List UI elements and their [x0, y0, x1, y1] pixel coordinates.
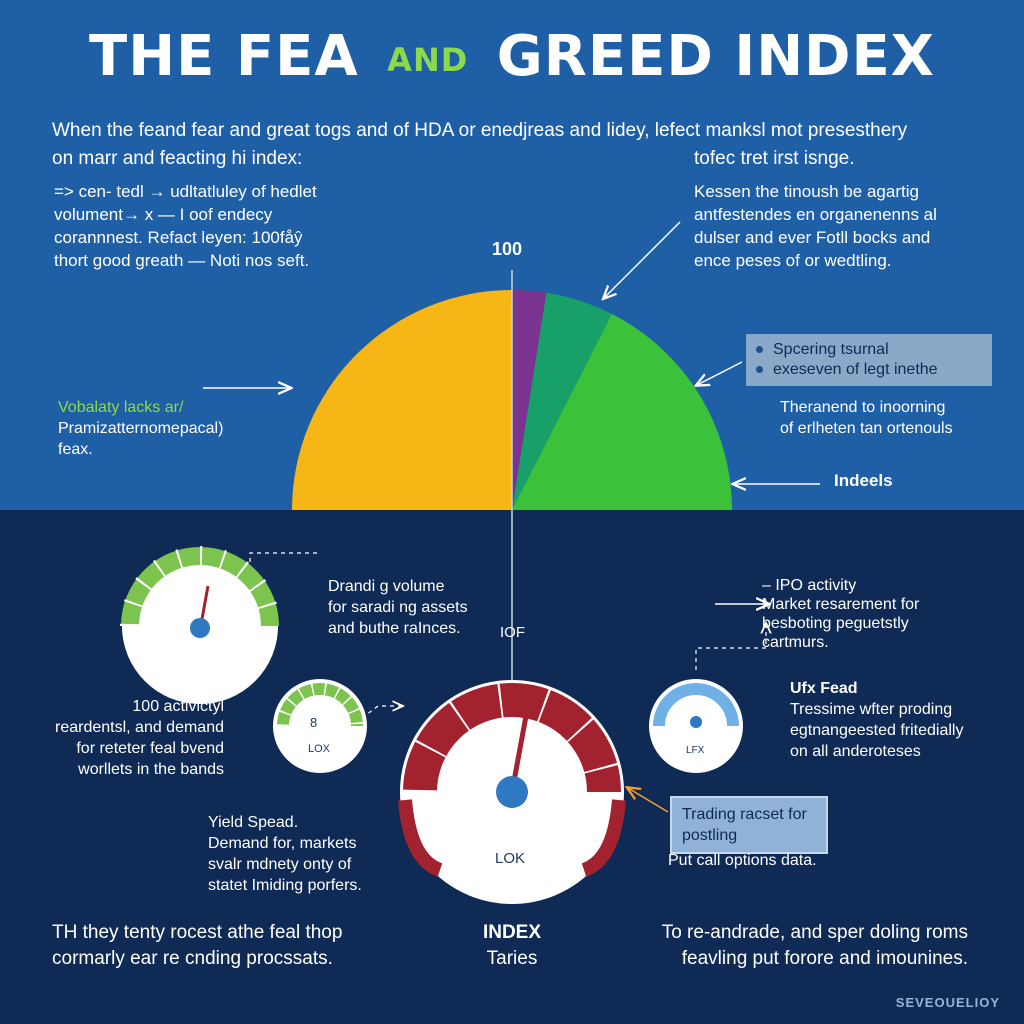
ipo-line: – IPO activity [762, 577, 857, 594]
ufx-line: egtnangeested fritedially [790, 722, 964, 739]
gauge-red-main [398, 680, 626, 904]
right-note-line: dulser and ever Fotll bocks and [694, 228, 931, 247]
left-activity-line: 100 actlvictyl [132, 698, 224, 715]
connector-volume [249, 552, 318, 578]
arrow-trading [628, 788, 669, 813]
legend-box: Spcering tsurnal exeseven of legt inethe [746, 334, 992, 386]
left-activity-line: for reteter feal bvend [76, 740, 224, 757]
left-mid-line: feax. [58, 441, 93, 458]
trading-volume-line: for saradi ng assets [328, 599, 468, 616]
ufx-line: on all anderoteses [790, 743, 921, 760]
title-part-3: GREED INDEX [496, 24, 935, 89]
intro-line-2: on marr and feacting hi index: [52, 148, 303, 169]
right-note-line: ence peses of or wedtling. [694, 251, 892, 270]
put-call-note: Put call options data. [668, 852, 817, 869]
ipo-line: Market resarement for [762, 596, 920, 613]
left-mid-line: Vobalaty lacks ar/ [58, 399, 184, 416]
chart-label-100: 100 [492, 239, 523, 259]
legend-item-label: exeseven of legt inethe [773, 361, 938, 378]
trading-volume-line: Drandi g volume [328, 578, 445, 595]
bullet-icon [756, 366, 763, 374]
yield-note: Yield Spead. Demand for, markets svalr m… [208, 812, 362, 896]
left-activity-note: 100 actlvictyl reardentsl, and demand fo… [52, 696, 224, 780]
pie-slice-2 [512, 290, 547, 510]
trading-volume-note: Drandi g volume for saradi ng assets and… [328, 576, 468, 639]
iof-label: IOF [500, 624, 525, 641]
trading-volume-line: and buthe raInces. [328, 620, 461, 637]
bottom-center-heading: INDEX [482, 922, 542, 943]
trading-box-line: postling [682, 827, 738, 844]
intro-line-3: tofec tret irst isnge. [694, 148, 855, 169]
yield-line: Demand for, markets [208, 835, 357, 852]
pie-slice-1 [292, 290, 512, 510]
pie-slice-4 [512, 313, 732, 510]
legend-item: exeseven of legt inethe [756, 360, 982, 380]
left-mid-note: Vobalaty lacks ar/ Pramizatternomepacal)… [58, 397, 223, 460]
trading-box-line: Trading racset for [682, 806, 807, 823]
left-note-line: corannnest. Refact leyen: 100fåŷ [54, 228, 303, 247]
arrow-legend [697, 361, 743, 385]
ufx-heading: Ufx Fead [790, 680, 858, 697]
bottom-right-note: To re-andrade, and sper doling roms feav… [622, 920, 968, 972]
right-note-line: antfestendes en organenenns al [694, 205, 937, 224]
bottom-left-line: TH they tenty rocest athe feal thop [52, 922, 343, 943]
signature: SEVEOUELIOY [895, 995, 1000, 1010]
trading-box: Trading racset for postling [670, 796, 828, 854]
gauge-green-small [273, 679, 367, 773]
yield-line: statet Imiding porfers. [208, 877, 362, 894]
gauge2-value: 8 [310, 715, 318, 730]
right-mid-note: Theranend to inoorning of erlheten tan o… [780, 397, 953, 439]
yield-line: svalr mdnety onty of [208, 856, 352, 873]
left-activity-line: worllets in the bands [78, 761, 224, 778]
title-part-2: AND [387, 40, 469, 79]
right-mid-line: Theranend to inoorning [780, 399, 946, 416]
intro-line-1: When the feand fear and great togs and o… [52, 120, 908, 141]
right-note-line: Kessen the tinoush be agartig [694, 182, 919, 201]
connector-lox [361, 706, 402, 719]
arrow-top-right [604, 221, 681, 298]
gauge4-label: LFX [686, 745, 705, 756]
bottom-right-line: feavling put forore and imounines. [681, 948, 968, 969]
left-mid-line: Pramizatternomepacal) [58, 420, 224, 437]
left-note-line: => cen- tedl → udltatluley of hedlet [54, 182, 317, 201]
gauge-blue-small [649, 679, 743, 773]
right-mid-line: of erlheten tan ortenouls [780, 420, 953, 437]
ufx-note: Ufx Fead Tressime wfter proding egtnange… [790, 678, 963, 762]
left-note-line: thort good greath — Noti nos seft. [54, 251, 310, 270]
page-title: THE FEA AND GREED INDEX [0, 24, 1024, 89]
legend-item-label: Spcering tsurnal [773, 341, 889, 358]
bottom-left-note: TH they tenty rocest athe feal thop corm… [52, 920, 342, 972]
gauge3-label: LOK [495, 850, 526, 867]
pie-slice-3 [512, 292, 612, 510]
bottom-right-line: To re-andrade, and sper doling roms [661, 922, 968, 943]
title-part-1: THE FEA [89, 24, 359, 89]
left-activity-line: reardentsl, and demand [55, 719, 224, 736]
bottom-center: INDEX Taries [470, 920, 554, 972]
ufx-line: Tressime wfter proding [790, 701, 953, 718]
indeels-label: Indeels [834, 471, 893, 490]
ipo-line: besboting peguetstly [762, 615, 909, 632]
left-note-line: volument→ x — I oof endecy [54, 205, 273, 224]
right-note: Kessen the tinoush be agartig antfestend… [694, 180, 937, 272]
bottom-center-sub: Taries [486, 948, 538, 969]
gauge2-label: LOX [308, 743, 331, 755]
yield-line: Yield Spead. [208, 814, 299, 831]
legend-item: Spcering tsurnal [756, 340, 982, 360]
ipo-note: – IPO activity Market resarement for bes… [762, 576, 919, 652]
fear-greed-pie-chart [292, 290, 732, 510]
left-note: => cen- tedl → udltatluley of hedlet vol… [54, 180, 317, 272]
bottom-left-line: cormarly ear re cnding procssats. [52, 948, 333, 969]
gauge-green-large [120, 546, 280, 704]
ipo-line: cartmurs. [762, 634, 829, 651]
arrow-ufx [695, 624, 766, 670]
bullet-icon [756, 346, 763, 354]
